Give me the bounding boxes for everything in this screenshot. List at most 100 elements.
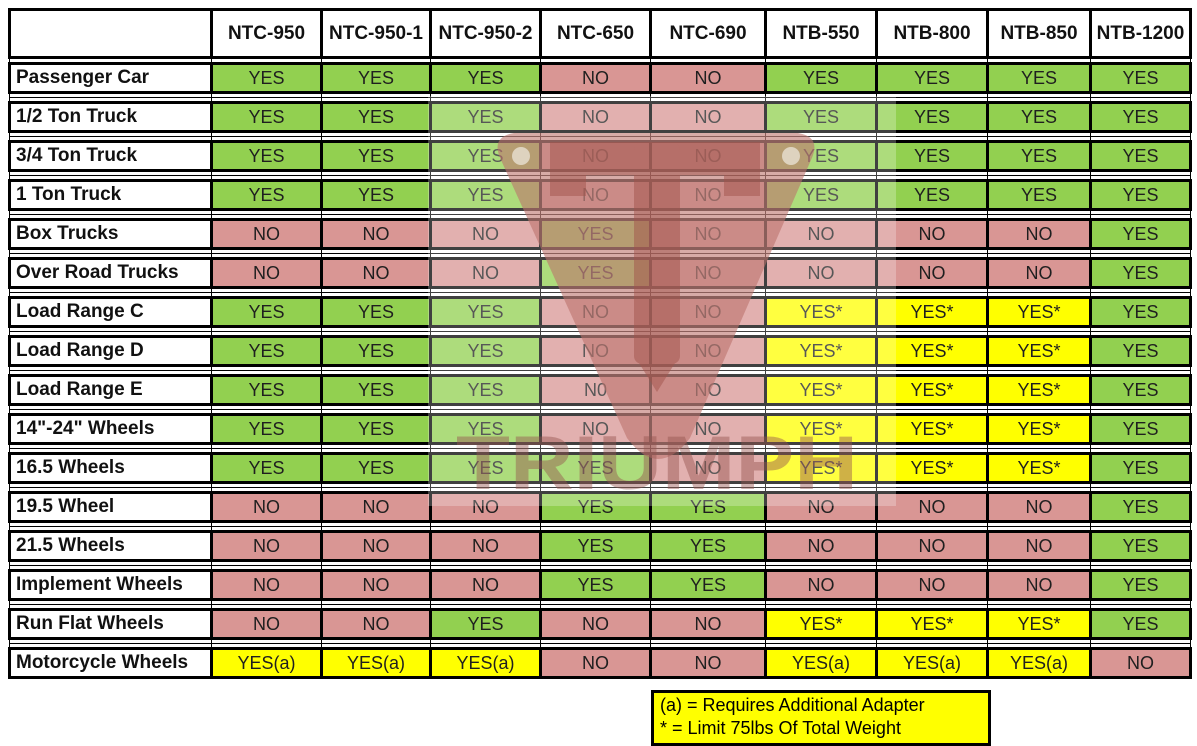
- compatibility-table-container: NTC-950 NTC-950-1 NTC-950-2 NTC-650 NTC-690 N…: [8, 8, 1192, 679]
- table-cell: NO: [1089, 647, 1192, 679]
- table-cell: NO: [986, 530, 1092, 562]
- table-row: Load Range D YES YES YES NO NO YES* YES* YES* YES: [8, 335, 1192, 367]
- table-row: 3/4 Ton Truck YES YES YES NO NO YES YES YES YES: [8, 140, 1192, 172]
- table-cell: YES: [539, 569, 652, 601]
- grid-spacer: [1090, 599, 1191, 605]
- grid-spacer: [1090, 404, 1191, 410]
- grid-spacer: [1090, 131, 1191, 137]
- grid-spacer: [1090, 560, 1191, 566]
- table-cell: YES: [1089, 452, 1192, 484]
- table-cell: YES: [1089, 101, 1192, 133]
- row-label: 3/4 Ton Truck: [8, 140, 213, 172]
- table-cell: YES*: [875, 335, 989, 367]
- table-cell: YES: [429, 608, 542, 640]
- grid-spacer: [1090, 643, 1191, 649]
- corner-cell: [8, 8, 213, 59]
- grid-spacer: [1090, 448, 1191, 454]
- table-cell: NO: [210, 608, 323, 640]
- table-cell: YES: [320, 140, 432, 172]
- table-cell: YES: [1089, 335, 1192, 367]
- table-cell: YES*: [986, 452, 1092, 484]
- table-cell: NO: [875, 569, 989, 601]
- row-label: Over Road Trucks: [8, 257, 213, 289]
- table-cell: NO: [539, 296, 652, 328]
- table-cell: NO: [649, 335, 767, 367]
- table-cell: YES: [1089, 608, 1192, 640]
- table-cell: YES*: [986, 608, 1092, 640]
- table-cell: NO: [649, 452, 767, 484]
- table-cell: YES: [764, 62, 878, 94]
- grid-spacer: [1090, 287, 1191, 293]
- grid-spacer: [1090, 443, 1191, 449]
- table-cell: YES(a): [210, 647, 323, 679]
- table-cell: NO: [539, 62, 652, 94]
- table-row: 14"-24" Wheels YES YES YES NO NO YES* YES* YES* Y…: [8, 413, 1192, 445]
- table-cell: NO: [875, 491, 989, 523]
- column-header: NTC-690: [649, 8, 767, 59]
- row-label: Load Range C: [8, 296, 213, 328]
- table-cell: YES: [1089, 569, 1192, 601]
- grid-spacer: [1090, 521, 1191, 527]
- table-cell: NO: [875, 218, 989, 250]
- table-cell: NO: [320, 530, 432, 562]
- table-cell: YES: [539, 452, 652, 484]
- table-cell: YES: [764, 179, 878, 211]
- table-cell: N0: [539, 374, 652, 406]
- table-row: Load Range E YES YES YES N0 NO YES* YES* YES* YES: [8, 374, 1192, 406]
- table-cell: NO: [429, 218, 542, 250]
- table-cell: YES: [764, 101, 878, 133]
- grid-spacer: [1090, 331, 1191, 337]
- table-cell: YES*: [986, 335, 1092, 367]
- table-cell: YES: [210, 374, 323, 406]
- table-cell: NO: [649, 62, 767, 94]
- table-cell: YES: [1089, 257, 1192, 289]
- table-cell: YES*: [986, 296, 1092, 328]
- table-cell: YES: [649, 530, 767, 562]
- table-row: 21.5 Wheels NO NO NO YES YES NO NO NO YES: [8, 530, 1192, 562]
- column-header: NTC-950-2: [429, 8, 542, 59]
- table-cell: YES*: [764, 335, 878, 367]
- table-cell: NO: [649, 257, 767, 289]
- row-label: Load Range E: [8, 374, 213, 406]
- row-label: Implement Wheels: [8, 569, 213, 601]
- table-cell: YES*: [986, 374, 1092, 406]
- grid-spacer: [1090, 253, 1191, 259]
- table-cell: NO: [320, 218, 432, 250]
- table-cell: YES: [1089, 530, 1192, 562]
- table-row: Motorcycle Wheels YES(a) YES(a) YES(a) NO NO Y…: [8, 647, 1192, 679]
- table-cell: YES(a): [320, 647, 432, 679]
- table-cell: YES*: [764, 413, 878, 445]
- table-cell: YES: [875, 179, 989, 211]
- table-cell: NO: [539, 140, 652, 172]
- table-cell: NO: [210, 491, 323, 523]
- table-cell: YES*: [764, 374, 878, 406]
- table-cell: YES: [539, 491, 652, 523]
- table-row: Run Flat Wheels NO NO YES NO NO YES* YES* YES* YE…: [8, 608, 1192, 640]
- table-cell: YES: [539, 218, 652, 250]
- row-label: 19.5 Wheel: [8, 491, 213, 523]
- table-cell: NO: [875, 530, 989, 562]
- grid-spacer: [1090, 482, 1191, 488]
- table-cell: YES: [429, 335, 542, 367]
- table-cell: YES(a): [986, 647, 1092, 679]
- table-cell: NO: [649, 413, 767, 445]
- table-cell: NO: [649, 296, 767, 328]
- table-cell: YES: [1089, 179, 1192, 211]
- table-cell: YES: [210, 179, 323, 211]
- legend-line-weight: * = Limit 75lbs Of Total Weight: [660, 718, 901, 738]
- table-cell: NO: [764, 257, 878, 289]
- table-row: 19.5 Wheel NO NO NO YES YES NO NO NO YES: [8, 491, 1192, 523]
- table-cell: YES: [210, 101, 323, 133]
- table-cell: YES: [210, 62, 323, 94]
- table-cell: YES*: [875, 296, 989, 328]
- legend-line-adapter: (a) = Requires Additional Adapter: [660, 695, 925, 715]
- table-cell: YES: [210, 452, 323, 484]
- table-cell: NO: [210, 569, 323, 601]
- table-cell: NO: [649, 374, 767, 406]
- table-cell: YES: [1089, 413, 1192, 445]
- table-cell: YES: [1089, 62, 1192, 94]
- table-row: Box Trucks NO NO NO YES NO NO NO NO YES: [8, 218, 1192, 250]
- table-cell: YES: [320, 335, 432, 367]
- row-label: 14"-24" Wheels: [8, 413, 213, 445]
